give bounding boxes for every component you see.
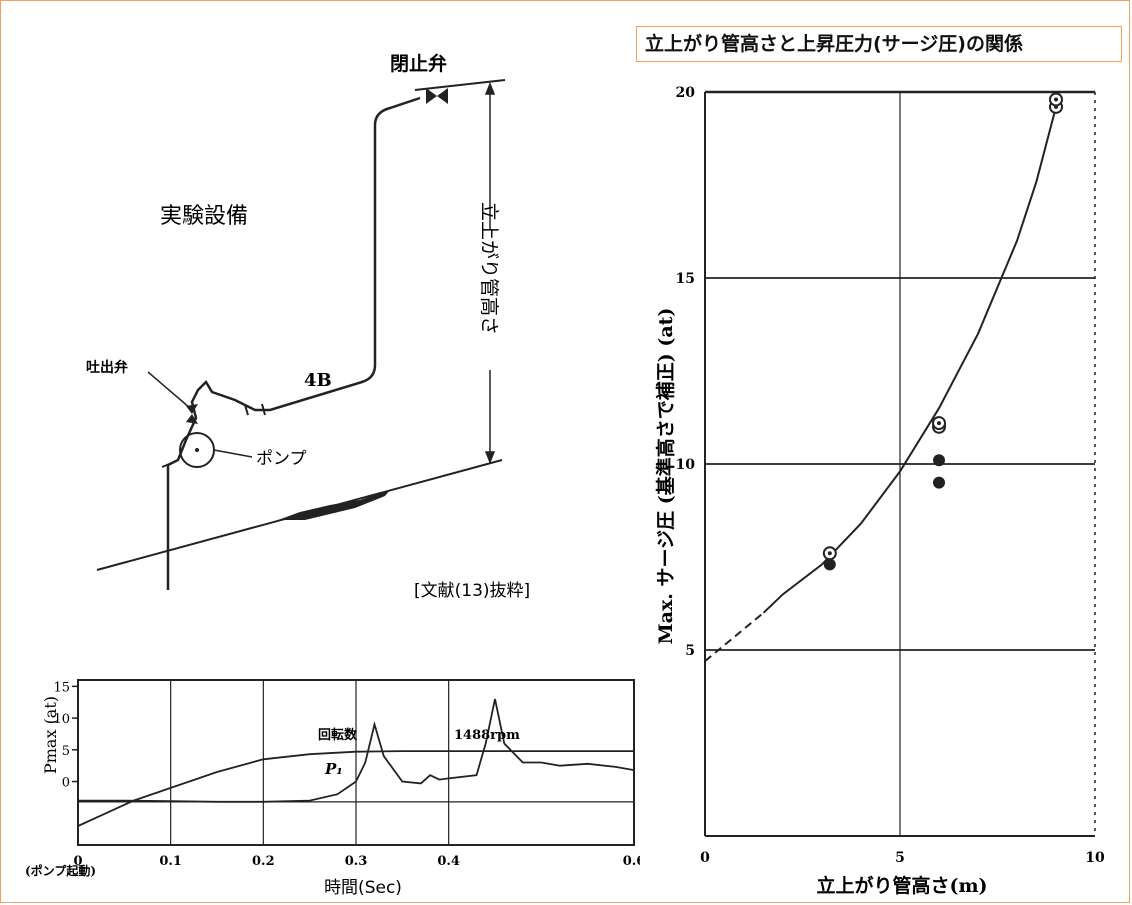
surge-chart-ylabel: Max. サージ圧 (基準高さで補正) (at) <box>654 308 677 645</box>
time-chart-ytick-label: 5 <box>62 744 70 759</box>
time-chart-xtick-label: 0.4 <box>437 854 460 869</box>
pressure-time-chart: 15 10 5 0 0 0.1 0.2 0.3 0.4 0.6 Pmax (at) 時間(Sec)… <box>25 679 640 898</box>
discharge-valve-leader <box>147 371 191 409</box>
pump-leader <box>213 449 253 458</box>
time-chart-grid <box>77 679 635 846</box>
filled-point <box>823 558 836 571</box>
time-chart-xtick-label: 0.3 <box>345 854 368 869</box>
surge-pressure-chart: 5 10 15 20 0 5 10 Max. サージ圧 (基準高さで補正) (at) 立上が… <box>654 85 1105 897</box>
surge-chart-grid <box>704 90 1096 837</box>
time-chart-ytick-label: 0 <box>62 776 70 791</box>
open-point-center <box>1054 97 1058 102</box>
open-point-center <box>937 421 941 426</box>
time-chart-ticks: 15 10 5 0 0 0.1 0.2 0.3 0.4 0.6 <box>53 680 640 869</box>
surge-chart-points <box>822 92 1063 571</box>
time-chart-xtick-label: 0.1 <box>159 854 182 869</box>
closing-valve-label: 閉止弁 <box>390 52 447 75</box>
filled-point <box>933 476 945 489</box>
surge-chart-xtick-label: 0 <box>700 850 710 866</box>
time-chart-xtick-label: 0.6 <box>623 854 640 869</box>
apparatus-diagram: 閉止弁 実験設備 吐出弁 4B ポンプ 立上がり管高さ [文献(13)抜粋] <box>86 52 530 601</box>
open-point-center <box>827 551 832 556</box>
fit-curve <box>762 106 1057 614</box>
chart-title: 立上がり管高さと上昇圧力(サージ圧)の関係 <box>636 26 1122 62</box>
time-chart-xtick-label: 0 <box>73 854 82 869</box>
series-rpm-annotation: 1488rpm <box>454 728 520 743</box>
series-line-0 <box>77 750 634 827</box>
surge-chart-ytick-label: 15 <box>676 271 695 287</box>
time-chart-xlabel: 時間(Sec) <box>324 878 402 898</box>
pump-center <box>195 448 199 452</box>
extrapolation-line <box>704 612 765 662</box>
surge-chart-xtick-label: 10 <box>1085 850 1105 866</box>
riser-height-dimension <box>484 81 496 465</box>
series-rpm-name: 回転数 <box>318 727 358 743</box>
time-chart-ytick-label: 15 <box>53 680 70 695</box>
series-line-1 <box>78 698 635 803</box>
closing-valve-icon <box>426 88 448 104</box>
time-chart-lines <box>77 698 635 827</box>
citation-label: [文献(13)抜粋] <box>414 581 530 601</box>
time-chart-ylabel: Pmax (at) <box>41 696 60 774</box>
pipe-size-label: 4B <box>304 370 332 391</box>
surge-chart-ytick-label: 5 <box>685 643 695 659</box>
surge-chart-xtick-label: 5 <box>895 850 905 866</box>
top-slope-line <box>414 79 506 91</box>
surge-chart-xlabel: 立上がり管高さ(m) <box>816 874 987 897</box>
apparatus-title: 実験設備 <box>160 204 248 229</box>
ground-mark <box>278 490 390 520</box>
discharge-valve-label: 吐出弁 <box>86 359 128 376</box>
pump-label: ポンプ <box>256 449 307 469</box>
surge-chart-ticks: 5 10 15 20 0 5 10 <box>676 85 1105 866</box>
surge-chart-curve <box>704 106 1057 662</box>
riser-height-label: 立上がり管高さ <box>478 202 500 335</box>
surge-chart-ytick-label: 10 <box>676 457 696 473</box>
pipe-route <box>166 96 421 590</box>
flange-marks <box>161 403 266 468</box>
series-p1-name: P₁ <box>324 760 343 778</box>
surge-chart-ytick-label: 20 <box>676 85 696 101</box>
filled-point <box>933 454 945 467</box>
time-chart-origin-note: (ポンプ起動) <box>25 863 96 878</box>
time-chart-ytick-label: 10 <box>53 712 70 727</box>
time-chart-xtick-label: 0.2 <box>252 854 275 869</box>
